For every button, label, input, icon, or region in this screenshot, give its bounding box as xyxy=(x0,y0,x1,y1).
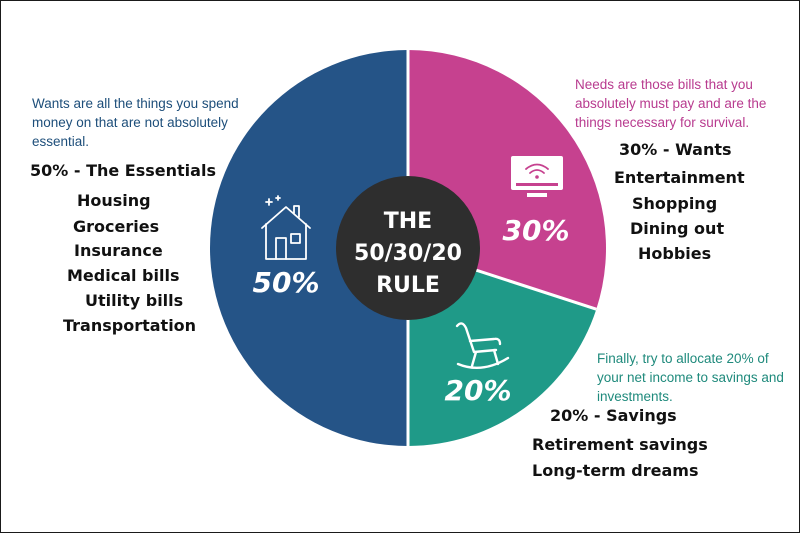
center-title-line1: THE xyxy=(384,209,432,234)
center-title-line2: 50/30/20 xyxy=(354,241,462,266)
wants-heading: 30% - Wants xyxy=(619,140,732,159)
wants-item: Shopping xyxy=(632,194,718,213)
essentials-item: Utility bills xyxy=(85,291,184,310)
essentials-item: Transportation xyxy=(63,316,197,335)
essentials-item: Groceries xyxy=(73,217,160,236)
savings-item: Long-term dreams xyxy=(532,461,699,480)
essentials-item: Housing xyxy=(77,191,151,210)
needs-note: Needs are those bills that you absolutel… xyxy=(575,77,767,130)
savings-heading: 20% - Savings xyxy=(550,406,677,425)
essentials-item: Insurance xyxy=(74,241,163,260)
wants-note: Wants are all the things you spend money… xyxy=(32,96,239,149)
wants-item: Dining out xyxy=(630,219,725,238)
center-title-line3: RULE xyxy=(376,273,440,298)
center-circle xyxy=(336,176,480,320)
house-icon xyxy=(261,195,311,260)
wants-item: Entertainment xyxy=(614,168,745,187)
slice-label-50: 50% xyxy=(252,266,319,299)
rocking-chair-icon xyxy=(455,322,510,370)
savings-item: Retirement savings xyxy=(532,435,708,454)
slice-label-20: 20% xyxy=(444,374,511,407)
computer-wifi-icon xyxy=(511,156,563,197)
savings-note: Finally, try to allocate 20% of your net… xyxy=(597,351,784,404)
essentials-item: Medical bills xyxy=(67,266,180,285)
slice-label-30: 30% xyxy=(502,214,569,247)
wants-item: Hobbies xyxy=(638,244,712,263)
pie-slice-50 xyxy=(210,50,408,446)
essentials-heading: 50% - The Essentials xyxy=(30,161,216,180)
